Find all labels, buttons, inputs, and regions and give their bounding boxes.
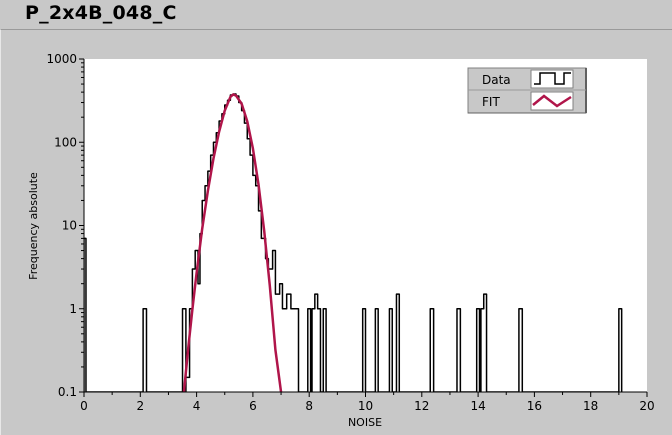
- chart-panel: 0 2 4 6 8 10 12 14 16 18 20 0.1 1 10 100 1000 NOISE Fre…: [0, 29, 672, 435]
- x-tick-label: 12: [414, 399, 429, 413]
- x-axis-label: NOISE: [348, 416, 382, 429]
- title-bar: P_2x4B_048_C: [0, 0, 672, 27]
- histogram-chart: 0 2 4 6 8 10 12 14 16 18 20 0.1 1 10 100 1000 NOISE Fre…: [27, 52, 655, 429]
- y-axis-label: Frequency absolute: [27, 172, 40, 280]
- y-tick-label: 0.1: [58, 385, 77, 399]
- y-tick-label: 1: [69, 302, 77, 316]
- zigzag-line-icon: [532, 94, 572, 108]
- x-tick-label: 6: [249, 399, 257, 413]
- y-tick-label: 100: [54, 135, 77, 149]
- window-title: P_2x4B_048_C: [25, 2, 177, 24]
- series-line-fit: [182, 93, 283, 392]
- legend-label-fit: FIT: [482, 95, 500, 109]
- x-tick-label: 16: [527, 399, 542, 413]
- x-tick-label: 2: [136, 399, 144, 413]
- legend-label-data: Data: [482, 73, 511, 87]
- series-line-data: [84, 93, 623, 392]
- step-line-icon: [534, 72, 571, 85]
- x-tick-label: 10: [358, 399, 373, 413]
- x-tick-label: 18: [583, 399, 598, 413]
- x-tick-label: 4: [193, 399, 201, 413]
- x-tick-label: 14: [470, 399, 485, 413]
- legend: Data FIT: [467, 67, 587, 114]
- y-tick-label: 1000: [46, 52, 77, 66]
- x-tick-label: 0: [80, 399, 88, 413]
- x-tick-label: 20: [639, 399, 654, 413]
- x-tick-label: 8: [305, 399, 313, 413]
- y-tick-label: 10: [62, 219, 77, 233]
